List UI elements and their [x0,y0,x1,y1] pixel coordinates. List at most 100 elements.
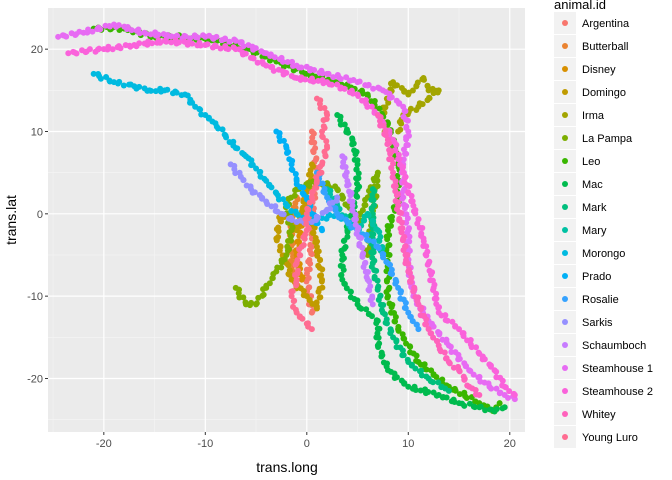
data-point [374,277,381,284]
data-point [330,74,337,81]
legend-label: Steamhouse 2 [582,386,653,398]
data-point [323,138,330,145]
data-point [401,87,408,94]
data-point [447,343,454,350]
data-point [359,207,366,214]
data-point [248,299,255,306]
data-point [313,299,320,306]
data-point [402,174,409,181]
data-point [254,59,261,66]
legend-swatch [562,181,568,187]
data-point [361,202,368,209]
data-point [340,266,347,273]
data-point [292,271,299,278]
legend-item: Leo [554,150,600,172]
data-point [342,173,349,180]
data-point [342,163,349,170]
series-sarkis [227,161,341,226]
data-point [311,66,318,73]
data-point [407,313,414,320]
data-point [368,206,375,213]
data-point [442,312,449,319]
data-point [405,260,412,267]
data-point [382,104,389,111]
data-point [309,251,316,258]
data-point [240,177,247,184]
data-point [433,373,440,380]
data-point [340,159,347,166]
data-point [197,106,204,113]
data-point [400,335,407,342]
legend-swatch [562,158,568,164]
data-point [63,33,70,40]
data-point [358,305,365,312]
data-point [388,94,395,101]
legend-label: Whitey [582,409,616,421]
data-point [396,100,403,107]
data-point [425,388,432,395]
data-point [380,301,387,308]
data-point [319,70,326,77]
data-point [365,212,372,219]
data-point [280,211,287,218]
data-point [232,170,239,177]
data-point [384,236,391,243]
data-point [321,104,328,111]
data-point [217,45,224,52]
data-point [338,213,345,220]
data-point [384,294,391,301]
data-point [292,261,299,268]
data-point [360,263,367,270]
data-point [136,30,143,37]
data-point [272,203,279,210]
data-point [157,39,164,46]
legend-swatch [562,66,568,72]
legend-item: Sarkis [554,311,613,333]
data-point [257,168,264,175]
data-point [259,194,266,201]
legend-item: Prado [554,265,611,287]
data-point [472,386,479,393]
legend-label: La Pampa [582,133,633,145]
data-point [288,288,295,295]
data-point [136,40,143,47]
data-point [341,85,348,92]
legend-swatch [562,365,568,371]
data-point [415,326,422,333]
data-point [406,183,413,190]
data-point [399,347,406,354]
data-point [242,50,249,57]
legend-label: Schaumboch [582,340,646,352]
data-point [318,272,325,279]
data-point [370,238,377,245]
legend-item: Disney [554,58,616,80]
data-point [149,40,156,47]
data-point [383,278,390,285]
legend-swatch [562,342,568,348]
data-point [413,352,420,359]
data-point [189,40,196,47]
data-point [163,38,170,45]
data-point [473,344,480,351]
data-point [449,318,456,325]
series-schaumboch [339,153,376,308]
data-point [407,343,414,350]
data-point [401,108,408,115]
data-point [240,294,247,301]
legend-swatch [562,434,568,440]
data-point [250,55,257,62]
data-point [423,316,430,323]
data-point [340,238,347,245]
data-point [306,199,313,206]
data-point [431,295,438,302]
data-point [368,103,375,110]
y-tick-label: 10 [31,126,43,138]
data-point [470,371,477,378]
data-point [388,217,395,224]
data-point [128,27,135,34]
data-point [506,388,513,395]
data-point [493,368,500,375]
legend-swatch [562,89,568,95]
data-point [366,278,373,285]
